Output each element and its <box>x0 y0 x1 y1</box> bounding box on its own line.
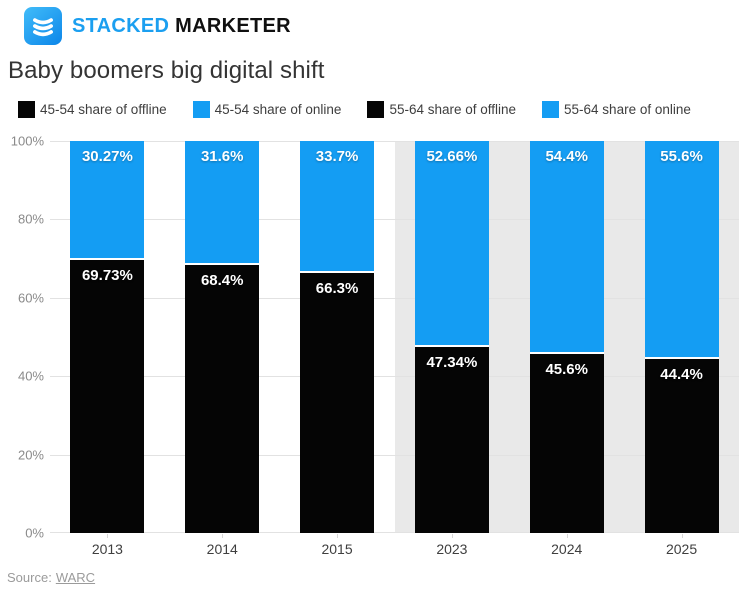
bar-segment-offline: 45.6% <box>529 354 604 533</box>
y-axis: 100% 80% 60% 40% 20% 0% <box>0 134 44 541</box>
brand-wordmark: STACKED MARKETER <box>72 7 291 45</box>
legend-label: 45-54 share of online <box>214 102 342 117</box>
brand-name-stacked: STACKED <box>72 14 170 37</box>
gridline <box>50 297 739 299</box>
legend-swatch <box>192 101 210 118</box>
brand-logo <box>24 7 62 45</box>
stacked-bar: 54.4% 45.6% <box>529 141 604 533</box>
bar-segment-online: 30.27% <box>70 141 145 260</box>
legend-item: 55-64 share of online <box>542 101 691 118</box>
legend-label: 55-64 share of online <box>564 102 691 117</box>
bar-value-label: 52.66% <box>426 148 478 165</box>
axis-tick <box>107 534 109 538</box>
x-axis-label-2014: 2014 <box>206 541 238 557</box>
plot-area: 30.27% 69.73% 31.6% 68.4% 33.7% 66.3% 52.66% 47… <box>50 141 739 533</box>
axis-tick <box>222 534 224 538</box>
legend-label: 55-64 share of offline <box>389 102 517 117</box>
bar-segment-offline: 69.73% <box>70 259 145 533</box>
gridline <box>50 141 739 142</box>
x-axis-label-2024: 2024 <box>551 541 583 557</box>
x-axis-labels: 2013 2014 2015 2023 2024 2025 <box>50 541 739 557</box>
bar-segment-online: 54.4% <box>529 141 604 355</box>
legend-item: 45-54 share of online <box>192 101 342 118</box>
bar-value-label: 44.4% <box>660 365 703 383</box>
bar-segment-online: 31.6% <box>185 141 260 265</box>
legend-item: 45-54 share of offline <box>18 101 167 118</box>
axis-tick <box>337 534 339 538</box>
bar-group-2013: 30.27% 69.73% <box>50 141 165 533</box>
chart-title: Baby boomers big digital shift <box>8 57 325 84</box>
gridline <box>50 454 739 456</box>
x-axis-label-2023: 2023 <box>436 541 468 557</box>
bar-segment-online: 55.6% <box>644 141 719 359</box>
bar-segment-offline: 47.34% <box>414 347 489 533</box>
bar-segment-offline: 44.4% <box>644 358 719 533</box>
x-axis-label-2013: 2013 <box>91 541 123 557</box>
bar-value-label: 66.3% <box>315 280 359 298</box>
bar-value-label: 30.27% <box>81 148 133 165</box>
x-axis-label-2025: 2025 <box>665 541 698 557</box>
stacked-bar: 30.27% 69.73% <box>70 141 145 533</box>
axis-tick <box>566 534 568 538</box>
stacked-bar: 31.6% 68.4% <box>185 141 260 533</box>
bar-value-label: 55.6% <box>660 148 703 165</box>
x-axis-label-2015: 2015 <box>321 541 353 557</box>
y-axis-label: 60% <box>17 290 44 306</box>
y-axis-label: 0% <box>25 525 44 541</box>
bar-group-2015: 33.7% 66.3% <box>280 141 395 533</box>
bar-value-label: 33.7% <box>315 148 359 165</box>
legend-swatch <box>367 101 385 118</box>
y-axis-label: 40% <box>17 368 44 384</box>
bar-value-label: 54.4% <box>545 148 588 165</box>
bar-value-label: 47.34% <box>426 354 478 372</box>
stack-icon <box>30 13 56 39</box>
y-axis-label: 80% <box>17 211 44 227</box>
stacked-bar: 33.7% 66.3% <box>300 141 375 533</box>
source-prefix: Source: <box>7 570 52 585</box>
legend-item: 55-64 share of offline <box>367 101 516 118</box>
bar-group-2014: 31.6% 68.4% <box>165 141 280 533</box>
bar-group-2025: 55.6% 44.4% <box>624 141 739 533</box>
bar-group-2024: 54.4% 45.6% <box>509 141 624 533</box>
stacked-bar: 55.6% 44.4% <box>644 141 719 533</box>
bar-segment-online: 33.7% <box>300 141 375 274</box>
bar-segment-offline: 66.3% <box>300 273 375 533</box>
source-link[interactable]: WARC <box>55 570 96 585</box>
y-axis-label: 100% <box>10 133 44 149</box>
bar-segment-offline: 68.4% <box>185 264 260 533</box>
bar-value-label: 31.6% <box>200 148 244 165</box>
legend-swatch <box>18 101 35 118</box>
legend-swatch <box>542 101 560 118</box>
gridline <box>50 532 739 533</box>
brand-name-marketer: MARKETER <box>169 14 291 37</box>
x-axis-ticks <box>50 533 739 538</box>
axis-tick <box>451 534 453 538</box>
gridline <box>50 219 739 221</box>
y-axis-label: 20% <box>17 447 44 463</box>
legend-label: 45-54 share of offline <box>40 102 167 117</box>
bar-group-2023: 52.66% 47.34% <box>394 141 509 533</box>
stacked-bar: 52.66% 47.34% <box>414 141 489 533</box>
bars-container: 30.27% 69.73% 31.6% 68.4% 33.7% 66.3% 52.66% 47… <box>50 141 739 533</box>
source-note: Source: WARC <box>7 570 95 585</box>
chart-legend: 45-54 share of offline 45-54 share of onl… <box>18 101 691 118</box>
bar-value-label: 69.73% <box>81 266 133 284</box>
axis-tick <box>681 534 683 538</box>
bar-value-label: 45.6% <box>545 361 588 379</box>
bar-segment-online: 52.66% <box>414 141 489 348</box>
gridline <box>50 376 739 378</box>
bar-value-label: 68.4% <box>200 271 244 289</box>
